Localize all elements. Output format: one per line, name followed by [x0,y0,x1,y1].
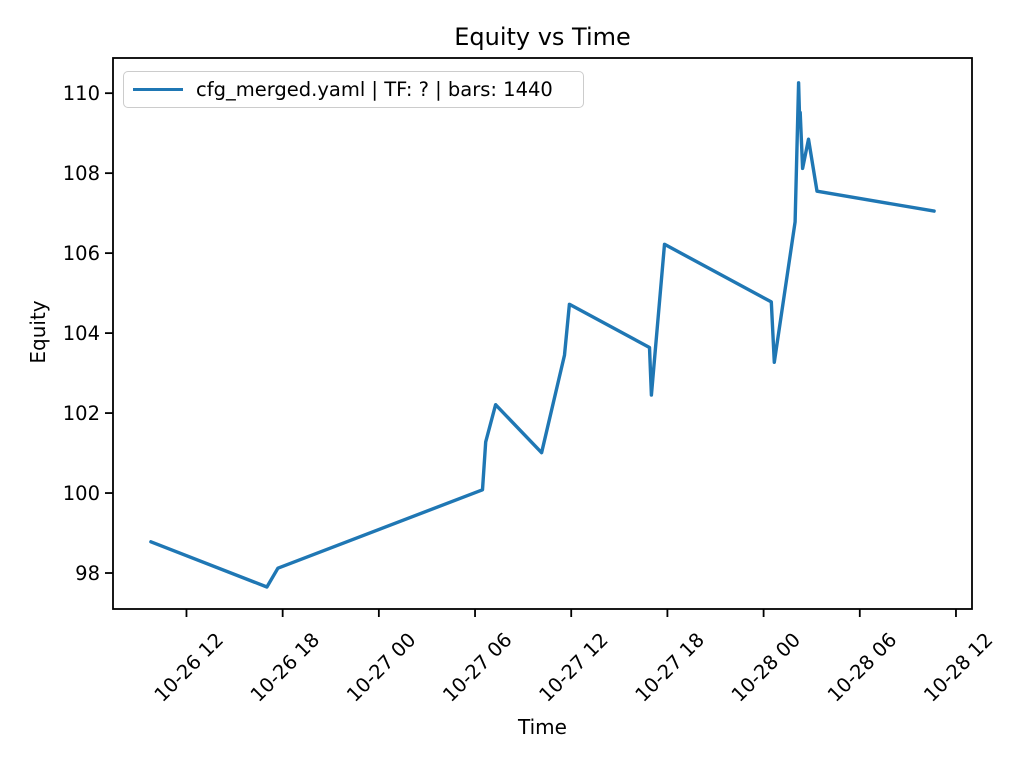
x-tick-label: 10-27 00 [342,628,420,706]
x-tick-label: 10-27 12 [534,628,612,706]
axes-box [112,57,973,610]
y-tick-label: 110 [63,82,100,105]
y-tick-label: 106 [63,242,100,265]
chart-title: Equity vs Time [454,23,631,51]
x-tick-label: 10-27 06 [438,628,516,706]
x-tick-label: 10-27 18 [631,628,709,706]
x-tick-label: 10-28 12 [919,628,997,706]
equity-series-line [149,81,936,589]
x-tick-label: 10-26 18 [246,628,324,706]
y-tick-label: 102 [63,402,100,425]
y-tick-label: 108 [63,162,100,185]
y-axis-label: Equity [26,300,50,364]
x-axis-label: Time [518,715,567,739]
legend: cfg_merged.yaml | TF: ? | bars: 1440 [123,71,584,108]
x-tick-label: 10-28 06 [823,628,901,706]
x-tick-label: 10-26 12 [150,628,228,706]
y-tick-label: 100 [63,482,100,505]
x-tick-label: 10-28 00 [727,628,805,706]
legend-line-swatch [133,87,183,92]
legend-label: cfg_merged.yaml | TF: ? | bars: 1440 [196,78,553,101]
y-tick-label: 104 [63,322,100,345]
y-tick-label: 98 [75,562,100,585]
